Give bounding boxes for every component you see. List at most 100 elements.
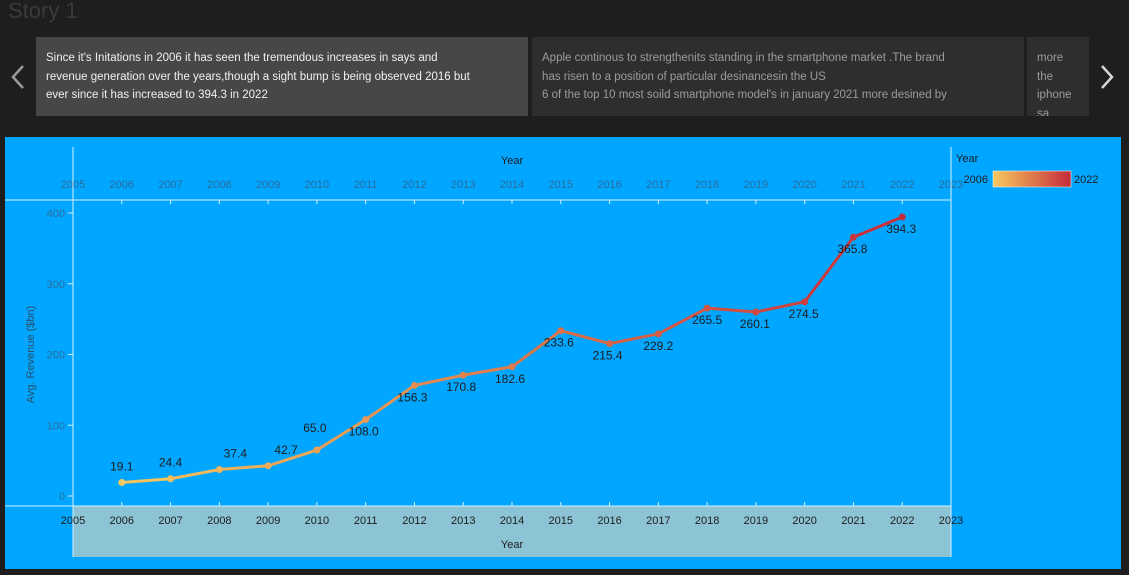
data-point — [459, 371, 467, 379]
x-tick-label-bottom: 2022 — [890, 515, 914, 527]
chevron-left-icon — [11, 65, 24, 89]
x-tick-label-bottom: 2006 — [110, 515, 134, 527]
x-axis-title-bottom: Year — [501, 539, 524, 551]
data-point — [215, 466, 223, 474]
y-tick-label: 400 — [47, 208, 65, 220]
story-title: Story 1 — [8, 0, 78, 23]
series-line-segment — [851, 215, 904, 239]
story-point-caption-3[interactable]: more the iphone sa but declin — [1027, 37, 1089, 116]
series-line-segment — [754, 300, 807, 314]
series-line-segment — [510, 329, 563, 369]
series-line-segment — [169, 468, 221, 481]
y-tick-label: 300 — [47, 279, 65, 291]
x-tick-label-top: 2007 — [158, 179, 182, 191]
data-point — [118, 478, 126, 486]
bottom-axis-band — [73, 506, 951, 557]
caption-text: more the iphone sa but declin — [1037, 52, 1072, 116]
data-point — [410, 381, 418, 389]
series-line-segment — [120, 477, 173, 484]
story-point-caption-1[interactable]: Since it's Initations in 2006 it has see… — [36, 37, 528, 116]
data-point — [606, 340, 614, 348]
data-label: 24.4 — [159, 456, 183, 470]
data-point — [752, 308, 760, 316]
series-line-segment — [412, 373, 465, 387]
x-tick-label-top: 2015 — [549, 179, 573, 191]
series-line-segment — [266, 448, 319, 468]
data-label: 37.4 — [224, 447, 248, 461]
legend-color-bar — [992, 170, 1072, 188]
data-point — [362, 416, 370, 424]
data-point — [167, 475, 175, 483]
x-tick-label-top: 2010 — [305, 179, 329, 191]
x-tick-label-bottom: 2012 — [402, 515, 426, 527]
x-tick-label-bottom: 2020 — [792, 515, 816, 527]
x-tick-label-bottom: 2023 — [939, 515, 963, 527]
x-tick-label-bottom: 2015 — [549, 515, 573, 527]
visualization-area: 0 100 200 300 400 2005 2005 2006 2006 2007 2007 200… — [5, 137, 1121, 569]
data-label: 394.3 — [886, 222, 916, 236]
data-point — [654, 330, 662, 338]
x-tick-label-top: 2017 — [646, 179, 670, 191]
series-line-segment — [461, 365, 514, 377]
series-line-segment — [559, 329, 612, 346]
data-label: 19.1 — [110, 459, 134, 473]
x-tick-label-top: 2005 — [61, 179, 85, 191]
x-tick-label-bottom: 2009 — [256, 515, 280, 527]
x-tick-label-bottom: 2008 — [207, 515, 231, 527]
data-point — [508, 363, 516, 371]
y-tick-label: 200 — [47, 350, 65, 362]
x-tick-label-bottom: 2021 — [841, 515, 865, 527]
caption-text: Apple continous to strengthenits standin… — [542, 52, 947, 101]
data-label: 233.6 — [544, 336, 574, 350]
series-line-segment — [364, 383, 416, 422]
x-tick-label-top: 2018 — [695, 179, 719, 191]
x-axis-title-top: Year — [501, 155, 524, 167]
x-tick-label-bottom: 2013 — [451, 515, 475, 527]
x-tick-label-bottom: 2019 — [744, 515, 768, 527]
x-tick-label-top: 2009 — [256, 179, 280, 191]
x-tick-label-top: 2008 — [207, 179, 231, 191]
data-point — [703, 304, 711, 312]
data-label: 108.0 — [349, 425, 379, 439]
series-line-segment — [608, 332, 660, 346]
data-label: 365.8 — [837, 242, 867, 256]
data-label: 65.0 — [303, 421, 327, 435]
x-tick-label-top: 2012 — [402, 179, 426, 191]
series-line-segment — [315, 418, 368, 452]
x-tick-label-bottom: 2005 — [61, 515, 85, 527]
x-tick-label-top: 2023 — [939, 179, 963, 191]
next-story-point-button[interactable] — [1097, 62, 1117, 92]
data-label: 229.2 — [643, 339, 673, 353]
x-tick-label-bottom: 2014 — [500, 515, 524, 527]
legend-max-label: 2022 — [1074, 174, 1098, 186]
data-label: 274.5 — [789, 307, 819, 321]
caption-text: Since it's Initations in 2006 it has see… — [46, 52, 470, 101]
x-tick-label-top: 2021 — [841, 179, 865, 191]
data-label: 215.4 — [593, 349, 623, 363]
x-tick-label-bottom: 2011 — [354, 515, 378, 527]
data-label: 42.7 — [274, 443, 298, 457]
data-point — [264, 462, 272, 470]
previous-story-point-button[interactable] — [8, 62, 28, 92]
series-line-segment — [803, 235, 855, 304]
x-tick-label-top: 2011 — [354, 179, 378, 191]
data-point — [557, 327, 565, 335]
x-tick-label-bottom: 2007 — [158, 515, 182, 527]
y-axis-title: Avg. Revenue ($bn) — [25, 306, 37, 404]
data-label: 170.8 — [446, 380, 476, 394]
story-point-caption-2[interactable]: Apple continous to strengthenits standin… — [532, 37, 1024, 116]
data-label: 156.3 — [397, 390, 427, 404]
legend-title: Year — [956, 153, 979, 165]
x-tick-label-bottom: 2016 — [597, 515, 621, 527]
revenue-line-chart: 0 100 200 300 400 2005 2005 2006 2006 2007 2007 200… — [5, 147, 1098, 557]
y-tick-label: 0 — [59, 491, 65, 503]
data-label: 260.1 — [740, 317, 770, 331]
x-tick-label-top: 2014 — [500, 179, 524, 191]
chevron-right-icon — [1101, 65, 1114, 89]
data-point — [313, 446, 321, 454]
x-tick-label-top: 2016 — [597, 179, 621, 191]
x-tick-label-bottom: 2018 — [695, 515, 719, 527]
data-point — [849, 233, 857, 241]
data-label: 265.5 — [692, 313, 722, 327]
series-line-segment — [217, 464, 270, 472]
